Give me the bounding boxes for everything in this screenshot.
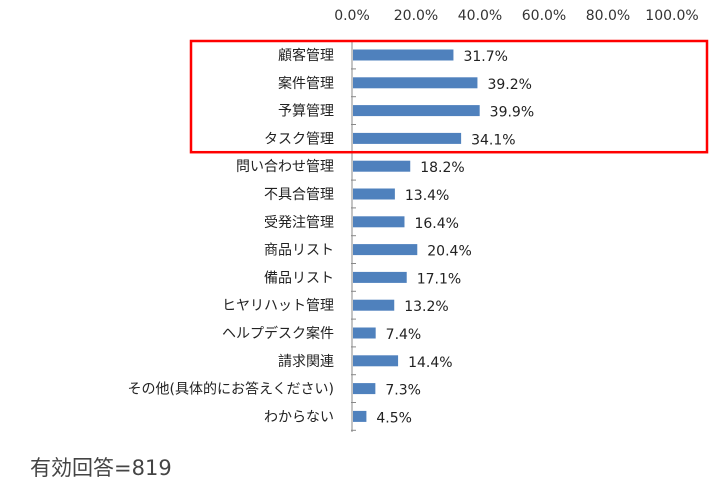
category-label: 受発注管理	[264, 215, 334, 231]
data-label: 16.4%	[414, 216, 458, 232]
category-label: ヒヤリハット管理	[222, 298, 334, 314]
bar	[353, 383, 376, 395]
bar	[353, 188, 395, 200]
bar	[353, 216, 405, 228]
category-label: タスク管理	[264, 131, 334, 147]
bar	[353, 244, 418, 256]
data-label: 7.3%	[385, 383, 421, 399]
category-label: 商品リスト	[264, 243, 334, 259]
category-label: ヘルプデスク案件	[222, 325, 334, 342]
category-label: 顧客管理	[278, 47, 334, 64]
data-label: 17.1%	[417, 271, 461, 287]
bar	[353, 132, 462, 144]
highlight-box	[189, 39, 709, 154]
bar	[353, 271, 407, 283]
data-label: 20.4%	[427, 244, 471, 260]
category-label: 案件管理	[278, 75, 334, 92]
x-tick-label: 100.0%	[645, 8, 698, 24]
data-label: 39.2%	[487, 77, 531, 93]
bar	[353, 327, 376, 339]
data-label: 18.2%	[420, 160, 464, 176]
x-tick-label: 20.0%	[394, 8, 438, 24]
x-tick-label: 0.0%	[334, 8, 370, 24]
data-label: 13.2%	[404, 299, 448, 315]
category-label: その他(具体的にお答えください)	[127, 381, 334, 398]
valid-responses-note: 有効回答=819	[30, 456, 172, 480]
bar	[353, 105, 480, 117]
category-label: 請求関連	[278, 354, 334, 370]
data-label: 39.9%	[490, 105, 534, 121]
bar	[353, 299, 395, 311]
data-label: 34.1%	[471, 132, 515, 148]
category-label: 予算管理	[278, 104, 334, 120]
bar	[353, 77, 478, 89]
category-label: 問い合わせ管理	[236, 159, 334, 175]
data-label: 13.4%	[405, 188, 449, 204]
data-label: 7.4%	[386, 327, 422, 343]
x-tick-label: 80.0%	[586, 8, 630, 24]
bar	[353, 49, 454, 61]
x-tick-label: 40.0%	[458, 8, 502, 24]
category-label: 不具合管理	[264, 187, 334, 203]
data-label: 4.5%	[376, 410, 412, 426]
bar	[353, 355, 399, 367]
data-label: 14.4%	[408, 355, 452, 371]
bar	[353, 410, 367, 422]
category-label: 備品リスト	[264, 270, 334, 286]
data-label: 31.7%	[463, 49, 507, 65]
bar	[353, 160, 411, 172]
category-label: わからない	[264, 409, 334, 425]
x-tick-label: 60.0%	[522, 8, 566, 24]
